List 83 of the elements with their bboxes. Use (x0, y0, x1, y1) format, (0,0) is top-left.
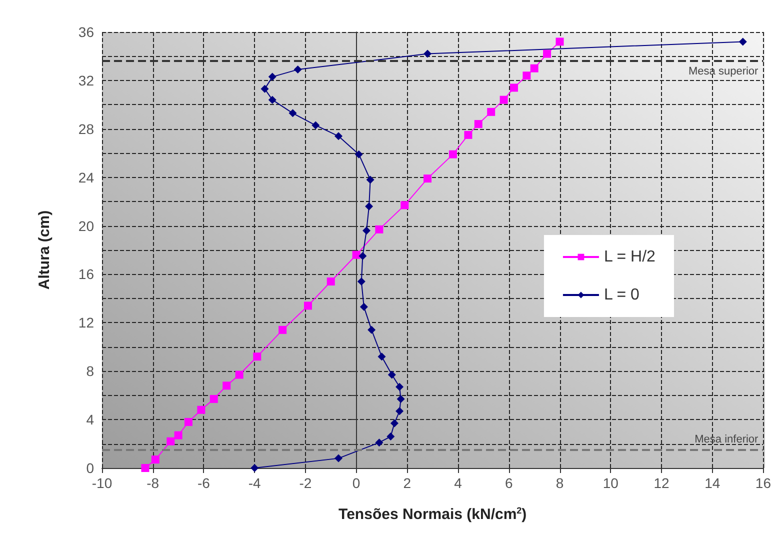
point (253, 352, 262, 361)
x-tick-label: 10 (602, 475, 619, 491)
y-tick-label: 20 (78, 218, 94, 234)
point (366, 176, 374, 184)
point (250, 464, 259, 472)
point (174, 431, 182, 440)
point (260, 84, 269, 93)
point (354, 150, 363, 158)
y-tick-label: 8 (86, 363, 94, 380)
point (738, 38, 747, 46)
point (543, 50, 552, 58)
point (352, 250, 360, 259)
ref-line-label: Mesa superior (688, 66, 759, 78)
y-tick-label: 16 (78, 266, 94, 282)
point (388, 370, 396, 379)
point (184, 418, 192, 426)
y-tick-label: 28 (78, 120, 94, 137)
y-tick-label: 0 (86, 460, 94, 476)
point (334, 454, 343, 462)
point (360, 302, 368, 311)
point (378, 352, 386, 361)
point (151, 456, 160, 464)
point (500, 96, 508, 104)
point (304, 302, 312, 310)
point (400, 201, 409, 210)
x-tick-label: -6 (198, 475, 210, 491)
y-tick-label: 32 (78, 72, 94, 88)
point (166, 437, 175, 446)
y-axis-title: Altura (cm) (36, 210, 53, 290)
point (222, 382, 231, 390)
x-tick-label: 14 (704, 475, 720, 491)
y-tick-label: 12 (78, 314, 94, 331)
x-tick-label: -10 (92, 475, 112, 491)
point (365, 202, 374, 210)
x-tick-label: -2 (299, 475, 312, 491)
point (210, 394, 218, 403)
point (278, 326, 287, 334)
y-tick-label: 24 (78, 169, 94, 186)
x-tick-label: -4 (248, 475, 262, 491)
point (396, 382, 404, 391)
point (556, 38, 564, 46)
x-tick-label: 8 (556, 475, 564, 491)
x-tick-label: 0 (352, 475, 360, 491)
point (197, 406, 206, 414)
x-tick-label: 4 (454, 475, 462, 491)
point (362, 226, 370, 235)
x-tick-label: -8 (146, 475, 160, 491)
point (235, 370, 244, 379)
point (268, 96, 276, 104)
point (386, 432, 395, 441)
point (424, 174, 432, 183)
x-tick-label: 6 (505, 475, 513, 491)
point (141, 464, 150, 472)
point (268, 72, 276, 81)
x-tick-label: 2 (403, 475, 412, 491)
point (464, 130, 472, 139)
ref-line-label: Mesa inferior (694, 433, 759, 446)
y-tick-label: 4 (86, 412, 94, 428)
point (396, 394, 405, 403)
point (396, 407, 404, 416)
point (312, 121, 320, 130)
point (375, 225, 384, 234)
point (424, 50, 432, 58)
x-tick-label: 16 (755, 475, 772, 491)
point (530, 64, 538, 72)
point (368, 326, 376, 334)
y-tick-label: 36 (78, 24, 94, 40)
point (510, 84, 518, 92)
legend-label: L = H/2 (604, 248, 656, 266)
point (357, 277, 366, 286)
point (326, 277, 335, 286)
point (294, 66, 302, 74)
legend-label: L = 0 (604, 286, 640, 304)
point (334, 132, 343, 140)
x-tick-label: 12 (654, 475, 670, 491)
point (474, 120, 482, 128)
point (358, 252, 367, 260)
point (448, 150, 457, 158)
point (390, 419, 398, 428)
point (375, 438, 384, 447)
point (487, 108, 496, 116)
point (288, 109, 297, 118)
point (522, 72, 531, 80)
